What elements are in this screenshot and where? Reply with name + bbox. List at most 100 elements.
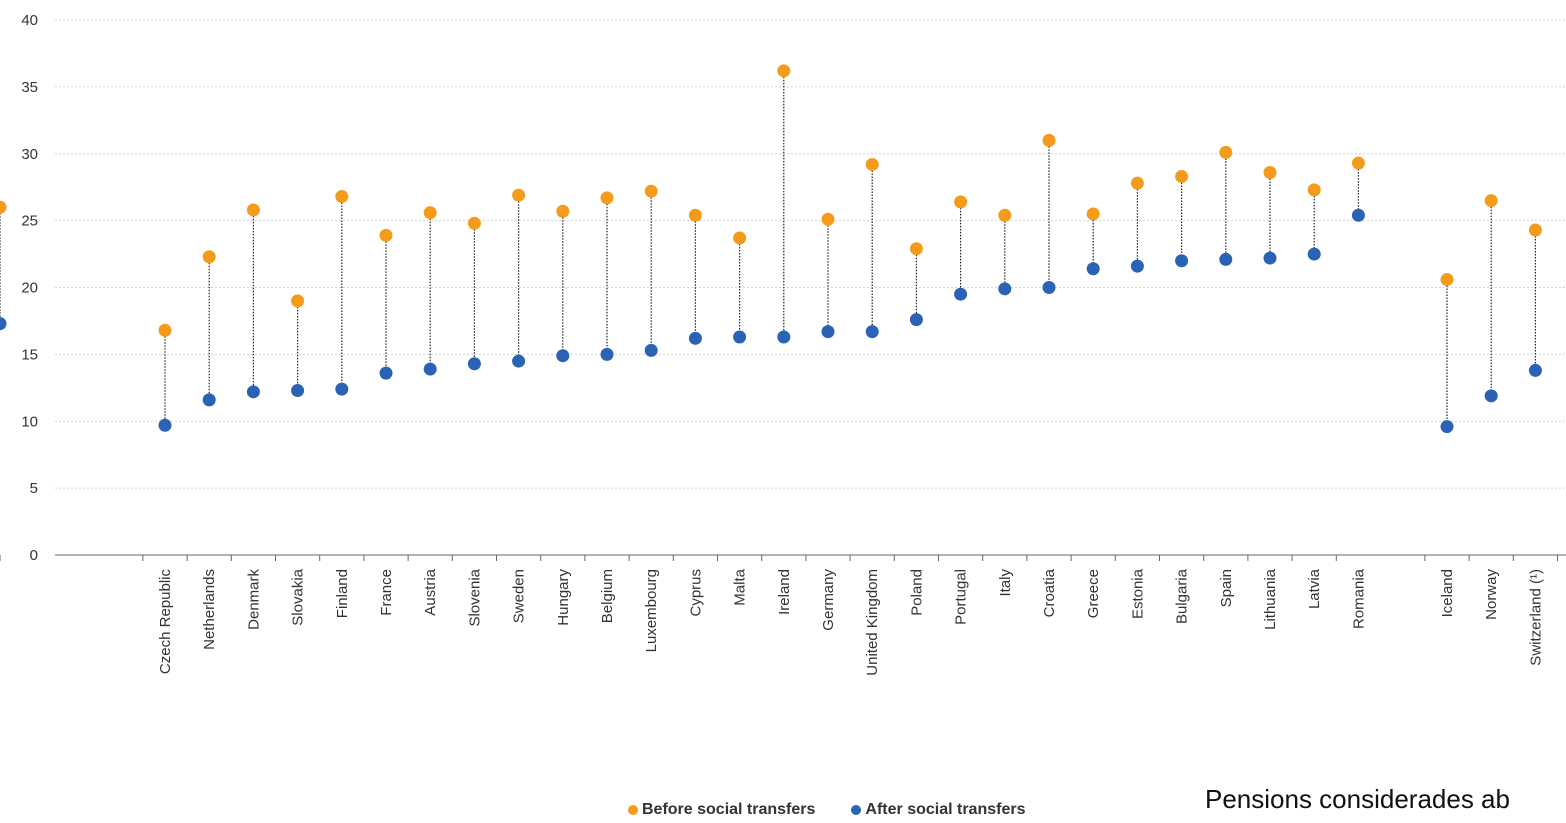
x-tick-label: Greece [1085,569,1102,618]
point-before [1175,169,1189,183]
x-tick-label: Poland [908,569,925,616]
point-before [1042,133,1056,147]
point-after [821,325,835,339]
point-after [1130,259,1144,273]
point-after [423,362,437,376]
x-tick-label: Germany [820,569,837,631]
x-tick-label: Czech Republic [157,569,174,675]
x-tick-label: Lithuania [1262,568,1279,630]
y-tick-label: 15 [21,346,38,363]
point-after [644,343,658,357]
legend-label-before: Before social transfers [642,801,816,818]
point-after [954,287,968,301]
y-tick-label: 5 [30,480,38,497]
x-tick-label: Slovakia [290,568,307,625]
point-after [1351,208,1365,222]
x-axis [0,554,1566,561]
data-points [0,64,1542,434]
point-before [246,203,260,217]
point-after [688,331,702,345]
legend: Before social transfers After social tra… [628,801,1061,819]
x-tick-label: Switzerland (¹) [1527,569,1544,666]
side-note: Pensions considerades ab [1205,784,1510,814]
x-tick-label: Sweden [511,569,528,623]
point-after [1086,262,1100,276]
point-after [733,330,747,344]
x-tick-label: France [378,569,395,616]
point-before [1130,176,1144,190]
point-after [291,383,305,397]
point-before [1351,156,1365,170]
point-after [0,317,7,331]
point-before [0,200,7,214]
point-after [1219,252,1233,266]
point-before [423,206,437,220]
legend-swatch-before [628,805,638,815]
x-tick-label: Croatia [1041,568,1058,617]
x-tick-label: Iceland [1439,569,1456,617]
x-tick-label: Luxembourg [643,569,660,652]
y-tick-label: 40 [21,12,38,29]
y-tick-label: 20 [21,280,38,297]
point-before [777,64,791,78]
point-before [1307,183,1321,197]
x-tick-label: Bulgaria [1174,568,1191,624]
range-connectors [0,70,1537,427]
legend-item-before: Before social transfers [628,801,815,819]
point-after [777,330,791,344]
point-before [512,188,526,202]
point-after [467,357,481,371]
point-before [733,231,747,245]
gridlines [55,19,1566,489]
point-before [954,195,968,209]
point-after [600,347,614,361]
point-after [556,349,570,363]
point-after [865,325,879,339]
point-after [202,393,216,407]
point-after [998,282,1012,296]
point-before [998,208,1012,222]
y-axis-ticks: 0 5 10 15 20 25 30 35 40 [21,12,38,564]
point-before [688,208,702,222]
x-tick-label: Austria [422,568,439,615]
x-tick-label: Netherlands [201,569,218,650]
y-tick-label: 25 [21,213,38,230]
point-before [556,204,570,218]
x-tick-label: Romania [1350,568,1367,629]
x-tick-label: Ireland [776,569,793,615]
point-before [202,250,216,264]
x-tick-label: Norway [1483,569,1500,620]
x-tick-label: Belgium [599,569,616,623]
legend-item-after: After social transfers [851,801,1025,819]
point-before [600,191,614,205]
point-before [1528,223,1542,237]
x-tick-label: Italy [997,569,1014,597]
point-after [1440,420,1454,434]
legend-label-after: After social transfers [865,801,1026,818]
point-before [335,190,349,204]
point-after [1484,389,1498,403]
x-tick-label: Denmark [245,569,262,630]
point-after [1307,247,1321,261]
point-after [246,385,260,399]
x-tick-label: Latvia [1306,568,1323,609]
x-axis-labels: EU-28Czech RepublicNetherlandsDenmarkSlo… [157,568,1544,676]
point-before [1440,272,1454,286]
point-after [1175,254,1189,268]
x-tick-label: Spain [1218,569,1235,607]
point-before [909,242,923,256]
point-after [1528,363,1542,377]
point-before [291,294,305,308]
point-after [512,354,526,368]
y-tick-label: 30 [21,146,38,163]
y-tick-label: 0 [30,547,38,564]
point-after [335,382,349,396]
x-tick-label: Slovenia [466,568,483,626]
x-tick-label: Malta [732,568,749,605]
x-tick-label: Cyprus [687,569,704,617]
x-tick-label: United Kingdom [864,569,881,676]
point-before [644,184,658,198]
point-before [379,228,393,242]
x-tick-label: Portugal [953,569,970,625]
